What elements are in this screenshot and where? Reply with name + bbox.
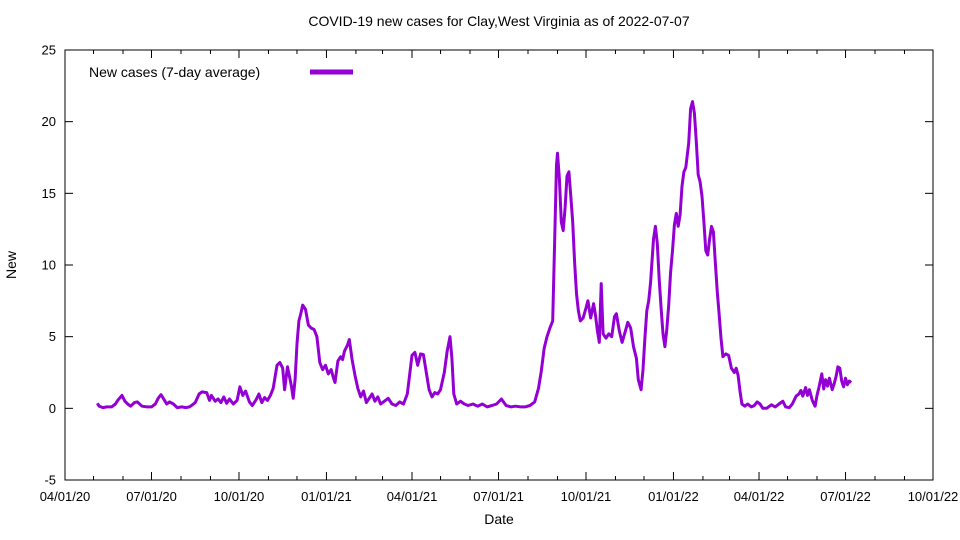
y-tick-label: 20 bbox=[42, 114, 56, 129]
new-cases-series-line bbox=[96, 100, 853, 410]
y-tick-label: 15 bbox=[42, 186, 56, 201]
chart-title: COVID-19 new cases for Clay,West Virgini… bbox=[308, 13, 690, 29]
y-tick-label: 5 bbox=[49, 329, 56, 344]
y-tick-label: -5 bbox=[44, 473, 56, 488]
axis-tick-labels: -5 0 5 10 15 20 25 04/01/20 07/01/20 10/01/20 01/0… bbox=[40, 43, 959, 505]
x-tick-label: 01/01/21 bbox=[301, 489, 352, 504]
x-tick-label: 04/01/20 bbox=[40, 489, 91, 504]
x-tick-label: 10/01/20 bbox=[214, 489, 265, 504]
x-tick-label: 10/01/22 bbox=[908, 489, 959, 504]
x-tick-label: 07/01/22 bbox=[820, 489, 871, 504]
plot-border bbox=[64, 49, 934, 481]
x-axis-label: Date bbox=[484, 511, 514, 527]
legend-label: New cases (7-day average) bbox=[89, 64, 260, 80]
x-tick-label: 01/01/22 bbox=[648, 489, 699, 504]
x-tick-label: 10/01/21 bbox=[561, 489, 612, 504]
y-tick-label: 25 bbox=[42, 43, 56, 58]
axis-ticks bbox=[64, 49, 934, 481]
x-tick-label: 04/01/21 bbox=[387, 489, 438, 504]
legend: New cases (7-day average) bbox=[89, 64, 353, 80]
y-axis-label: New bbox=[3, 250, 19, 279]
y-tick-label: 0 bbox=[49, 401, 56, 416]
x-tick-label: 04/01/22 bbox=[734, 489, 785, 504]
x-tick-label: 07/01/20 bbox=[126, 489, 177, 504]
x-tick-label: 07/01/21 bbox=[473, 489, 524, 504]
y-tick-label: 10 bbox=[42, 258, 56, 273]
